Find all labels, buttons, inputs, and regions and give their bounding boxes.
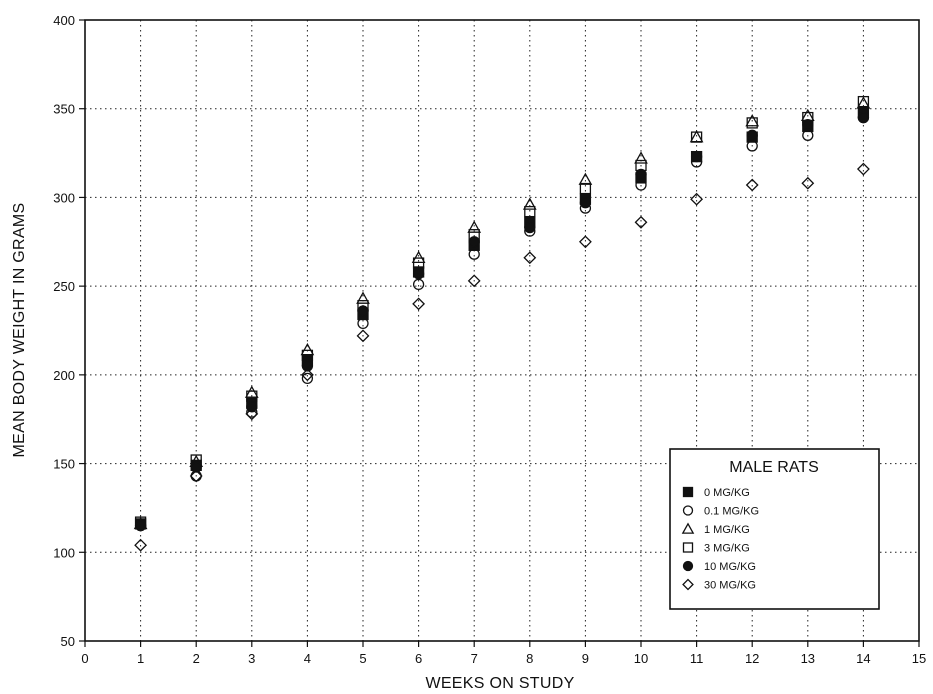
legend-title: MALE RATS [729, 459, 819, 476]
x-axis-title: WEEKS ON STUDY [425, 675, 574, 692]
x-tick-label: 3 [248, 651, 255, 666]
x-tick-label: 15 [912, 651, 926, 666]
legend-items: 0 MG/KG 0.1 MG/KG 1 MG/KG 3 MG/KG 10 MG/KG 30… [681, 486, 759, 592]
x-tick-label: 13 [801, 651, 815, 666]
x-tick-label: 2 [193, 651, 200, 666]
data-point [690, 131, 703, 143]
data-point [301, 360, 314, 372]
data-point [523, 251, 537, 265]
data-point [746, 117, 758, 129]
data-point [690, 150, 703, 163]
data-point [412, 297, 426, 311]
legend-marker [682, 560, 694, 572]
x-tick-label: 8 [526, 651, 533, 666]
data-point [467, 220, 482, 233]
legend-marker [681, 522, 695, 534]
data-point [745, 178, 759, 192]
x-tick-label: 6 [415, 651, 422, 666]
data-point [634, 151, 648, 164]
data-point [356, 329, 370, 343]
data-point [412, 268, 425, 280]
data-point [690, 192, 704, 206]
legend-label: 1 MG/KG [704, 524, 750, 536]
x-tick-label: 12 [745, 651, 759, 666]
data-point [746, 129, 758, 141]
legend-label: 10 MG/KG [704, 561, 756, 573]
data-point [134, 520, 147, 532]
data-point [856, 162, 870, 176]
data-point [635, 168, 647, 181]
plot-frame [84, 19, 920, 642]
legend-marker [682, 505, 694, 516]
data-point [578, 235, 592, 249]
y-tick-label: 350 [53, 102, 75, 117]
x-tick-label: 0 [81, 651, 88, 666]
data-point [357, 305, 369, 317]
axis-layer: 0 1 2 3 4 5 6 7 8 9 10 11 12 13 14 15501001502002503003… [53, 13, 926, 666]
data-point [300, 368, 314, 382]
data-point [857, 111, 870, 124]
data-point [300, 342, 315, 356]
x-tick-label: 14 [856, 651, 870, 666]
x-tick-label: 9 [582, 651, 589, 666]
legend-marker [682, 542, 694, 553]
data-point [745, 114, 760, 127]
series-10-mg-kg [134, 111, 870, 532]
data-point [134, 538, 148, 552]
legend-marker [682, 578, 694, 591]
legend-label: 30 MG/KG [704, 580, 756, 592]
data-point [579, 197, 592, 209]
y-tick-label: 250 [53, 279, 75, 294]
data-point [301, 372, 314, 385]
x-tick-label: 5 [359, 651, 366, 666]
data-point [524, 221, 536, 234]
data-point [578, 172, 593, 185]
data-point [802, 119, 814, 131]
data-point [634, 215, 648, 229]
x-tick-label: 4 [304, 651, 311, 666]
data-point [467, 274, 481, 288]
y-tick-label: 50 [61, 634, 75, 649]
y-tick-label: 300 [53, 190, 75, 205]
x-tick-label: 1 [137, 651, 144, 666]
legend-label: 0 MG/KG [704, 487, 750, 499]
y-tick-label: 100 [53, 545, 75, 560]
data-point [244, 385, 259, 398]
points-layer [133, 95, 871, 552]
data-point [522, 197, 537, 210]
y-tick-label: 150 [53, 457, 75, 472]
y-tick-label: 200 [53, 368, 75, 383]
y-tick-label: 400 [53, 13, 75, 28]
x-tick-label: 10 [634, 651, 648, 666]
legend-box [669, 448, 880, 610]
x-tick-label: 11 [690, 651, 704, 666]
data-point [468, 236, 480, 248]
legend: MALE RATS 0 MG/KG 0.1 MG/KG 1 MG/KG 3 MG/KG… [669, 448, 880, 610]
data-point [190, 461, 202, 473]
legend-marker [682, 486, 694, 498]
y-axis-title: MEAN BODY WEIGHT IN GRAMS [11, 203, 28, 458]
data-point [356, 291, 370, 304]
data-point [411, 250, 426, 264]
data-point [189, 469, 203, 483]
data-point [246, 401, 258, 413]
data-point [245, 407, 259, 421]
legend-label: 3 MG/KG [704, 543, 750, 555]
series-30-mg-kg [134, 162, 870, 552]
legend-label: 0.1 MG/KG [704, 506, 759, 518]
data-point [801, 176, 815, 190]
x-tick-label: 7 [471, 651, 478, 666]
